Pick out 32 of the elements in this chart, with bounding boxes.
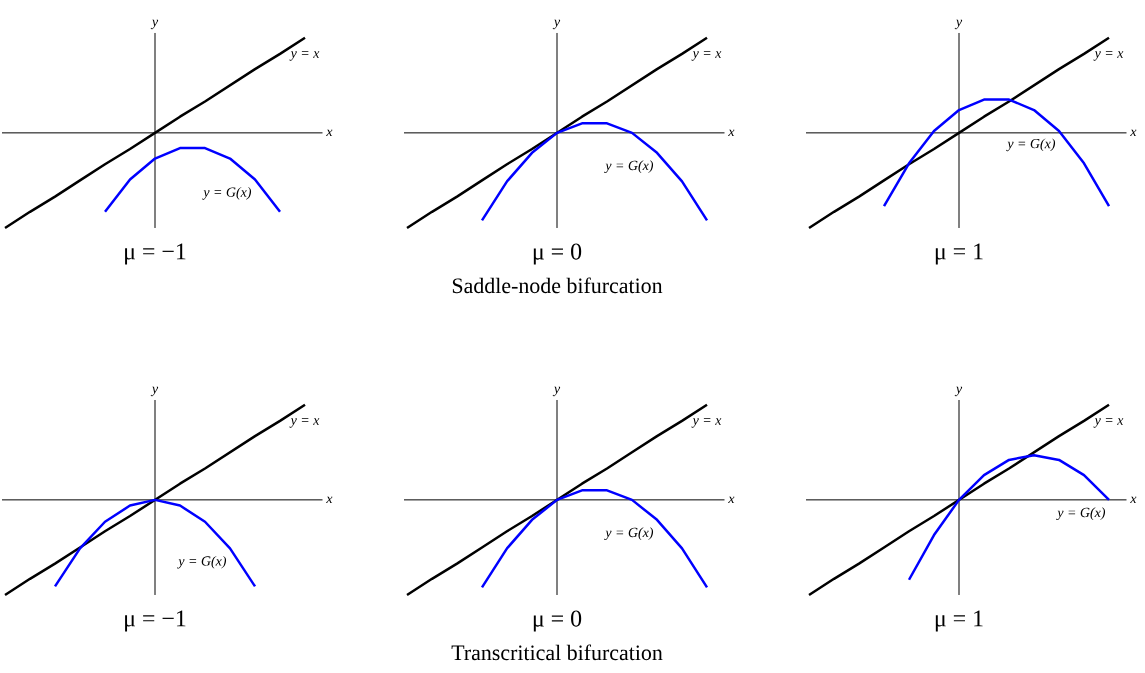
text: μ = −1 [125,610,186,632]
series-label: y = G(x) [1056,507,1106,521]
series-label: y = x [691,418,722,428]
text: μ = −1 [125,243,186,265]
series-label: y = x [1093,51,1124,61]
text: μ = 0 [533,243,582,265]
y-axis-title: y [150,19,159,30]
text: μ = 0 [533,610,582,632]
y-axis-title: y [954,19,963,30]
series-label: y = G(x) [604,527,654,541]
series-label: y = G(x) [202,186,252,200]
series-label: y = x [691,51,722,61]
y-axis-title: y [150,386,159,397]
x-axis-title: x [728,129,735,137]
y-axis-title: y [954,386,963,397]
series-label: y = x [1093,418,1124,428]
text: μ = 1 [935,610,983,632]
x-axis-title: x [326,129,333,137]
series-label: y = G(x) [604,160,654,174]
y-axis-title: y [552,19,561,30]
x-axis-title: x [728,496,735,504]
series-label: y = x [289,51,320,61]
text: Saddle-node bifurcation [452,277,663,294]
y-axis-title: y [552,386,561,397]
x-axis-title: x [1130,496,1137,504]
text: μ = 1 [935,243,983,265]
series-label: y = G(x) [177,555,227,569]
series-label: y = x [289,418,320,428]
x-axis-title: x [1130,129,1137,137]
text: Transcritical bifurcation [451,644,663,661]
x-axis-title: x [326,496,333,504]
series-label: y = G(x) [1006,138,1056,152]
